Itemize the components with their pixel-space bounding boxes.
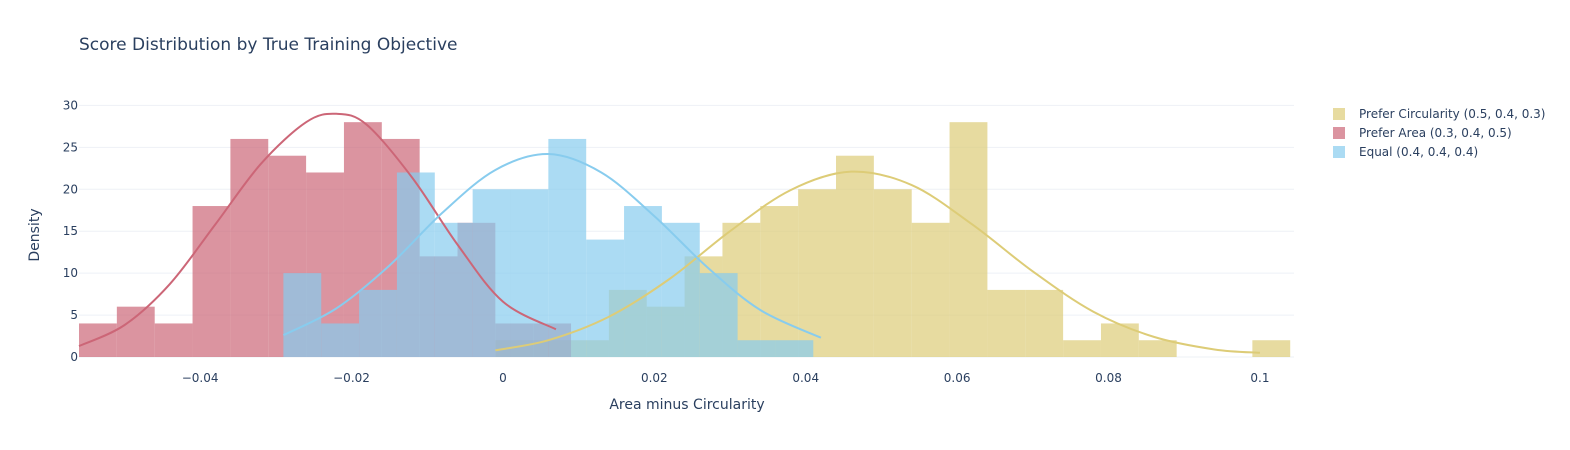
x-tick-label: −0.02: [333, 371, 370, 385]
bar-prefer-area[interactable]: [154, 323, 193, 357]
bar-equal[interactable]: [737, 340, 776, 357]
x-axis-ticks: −0.04 −0.02 0 0.02 0.04 0.06 0.08 0.1: [182, 371, 1270, 385]
bar-equal[interactable]: [396, 172, 435, 357]
x-tick-label: −0.04: [182, 371, 219, 385]
bar-equal[interactable]: [359, 289, 397, 357]
y-axis-title: Density: [27, 208, 43, 261]
legend-label: Equal (0.4, 0.4, 0.4): [1359, 145, 1478, 159]
x-tick-label: 0: [499, 371, 507, 385]
x-axis-title: Area minus Circularity: [609, 397, 764, 413]
legend[interactable]: Prefer Circularity (0.5, 0.4, 0.3) Prefer…: [1333, 107, 1545, 159]
y-tick-label: 5: [70, 308, 78, 322]
x-tick-label: 0.08: [1095, 371, 1122, 385]
chart-title: Score Distribution by True Training Obje…: [79, 35, 457, 55]
legend-item-prefer-circularity[interactable]: Prefer Circularity (0.5, 0.4, 0.3): [1333, 107, 1545, 121]
bar-prefer-circularity[interactable]: [949, 122, 988, 358]
bar-prefer-area[interactable]: [116, 306, 155, 357]
x-tick-label: 0.02: [641, 371, 668, 385]
bar-prefer-circularity[interactable]: [1252, 340, 1291, 357]
y-tick-label: 10: [63, 266, 78, 280]
bar-prefer-area[interactable]: [230, 138, 269, 357]
bar-prefer-circularity[interactable]: [873, 189, 912, 357]
bar-prefer-circularity[interactable]: [760, 206, 799, 357]
y-axis-ticks: 0 5 10 15 20 25 30: [63, 98, 78, 364]
bar-equal[interactable]: [775, 340, 814, 357]
bar-prefer-circularity[interactable]: [987, 289, 1026, 357]
x-tick-label: 0.04: [792, 371, 819, 385]
y-tick-label: 15: [63, 224, 78, 238]
bar-prefer-area[interactable]: [79, 323, 117, 357]
bar-prefer-circularity[interactable]: [1138, 340, 1177, 357]
bar-equal[interactable]: [321, 323, 360, 357]
bar-equal[interactable]: [624, 206, 662, 357]
kde-line-prefer-area: [78, 112, 557, 348]
bar-equal[interactable]: [586, 239, 625, 357]
kde-curves: [78, 112, 1261, 354]
legend-item-prefer-area[interactable]: Prefer Area (0.3, 0.4, 0.5): [1333, 126, 1512, 140]
bar-equal[interactable]: [283, 273, 322, 357]
x-tick-label: 0.06: [944, 371, 971, 385]
bar-prefer-circularity[interactable]: [1100, 323, 1139, 357]
y-tick-label: 20: [63, 182, 78, 196]
x-tick-label: 0.1: [1250, 371, 1269, 385]
legend-swatch: [1333, 108, 1345, 120]
bar-prefer-circularity[interactable]: [1063, 340, 1101, 357]
legend-item-equal[interactable]: Equal (0.4, 0.4, 0.4): [1333, 145, 1478, 159]
kde-line-prefer-circularity: [495, 170, 1261, 354]
bar-equal[interactable]: [699, 273, 738, 357]
bar-prefer-circularity[interactable]: [911, 222, 950, 357]
bar-prefer-circularity[interactable]: [836, 155, 874, 357]
legend-swatch: [1333, 127, 1345, 139]
bar-prefer-circularity[interactable]: [798, 189, 837, 357]
y-tick-label: 30: [63, 98, 78, 112]
y-tick-label: 0: [70, 350, 78, 364]
legend-label: Prefer Area (0.3, 0.4, 0.5): [1359, 126, 1512, 140]
series-equal: [283, 138, 814, 357]
bar-equal[interactable]: [434, 222, 473, 357]
legend-label: Prefer Circularity (0.5, 0.4, 0.3): [1359, 107, 1545, 121]
bar-equal[interactable]: [661, 222, 700, 357]
bar-prefer-circularity[interactable]: [1025, 289, 1064, 357]
bar-equal[interactable]: [548, 138, 587, 357]
y-tick-label: 25: [63, 140, 78, 154]
legend-swatch: [1333, 146, 1345, 158]
bar-equal[interactable]: [510, 189, 549, 357]
kde-line-equal: [282, 153, 822, 339]
